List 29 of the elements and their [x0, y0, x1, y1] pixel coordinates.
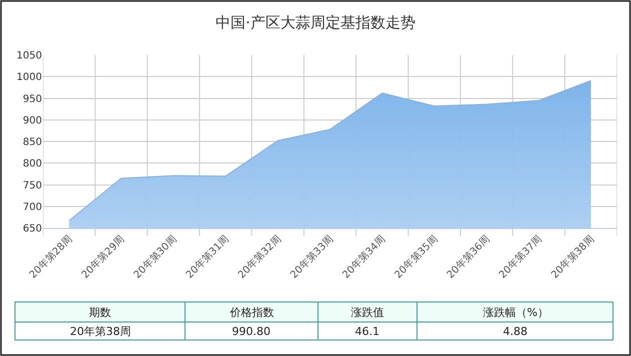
x-tick-label: 20年第33周 [288, 233, 336, 281]
x-tick-label: 20年第37周 [496, 233, 544, 281]
chart-title: 中国·产区大蒜周定基指数走势 [216, 13, 416, 32]
y-tick-label: 800 [22, 158, 42, 170]
x-tick-label: 20年第36周 [444, 233, 492, 281]
text: 4.88 [503, 325, 528, 338]
y-tick-label: 1050 [16, 50, 42, 62]
x-tick-label: 20年第34周 [340, 233, 388, 281]
x-tick-label: 20年第31周 [184, 233, 232, 281]
text: 涨跌值 [351, 306, 384, 319]
x-tick-label: 20年第29周 [79, 233, 127, 281]
text: 期数 [89, 306, 111, 319]
text: 990.80 [232, 325, 270, 338]
y-tick-label: 750 [22, 180, 42, 192]
text: 20年第38周 [70, 325, 131, 338]
y-tick-label: 650 [22, 224, 42, 234]
y-tick-label: 950 [22, 94, 42, 105]
x-tick-label: 20年第32周 [236, 233, 284, 281]
text: 价格指数 [229, 306, 274, 319]
text: 涨跌幅（%） [483, 306, 548, 319]
x-tick-label: 20年第28周 [27, 233, 75, 281]
x-tick-label: 20年第30周 [131, 233, 180, 281]
x-tick-label: 20年第35周 [392, 233, 440, 281]
y-tick-label: 850 [22, 137, 42, 148]
y-tick-label: 900 [22, 115, 42, 126]
y-tick-label: 700 [22, 202, 42, 213]
x-tick-label: 20年第38周 [548, 233, 597, 281]
y-tick-label: 1000 [16, 72, 42, 84]
text: 46.1 [355, 325, 380, 338]
